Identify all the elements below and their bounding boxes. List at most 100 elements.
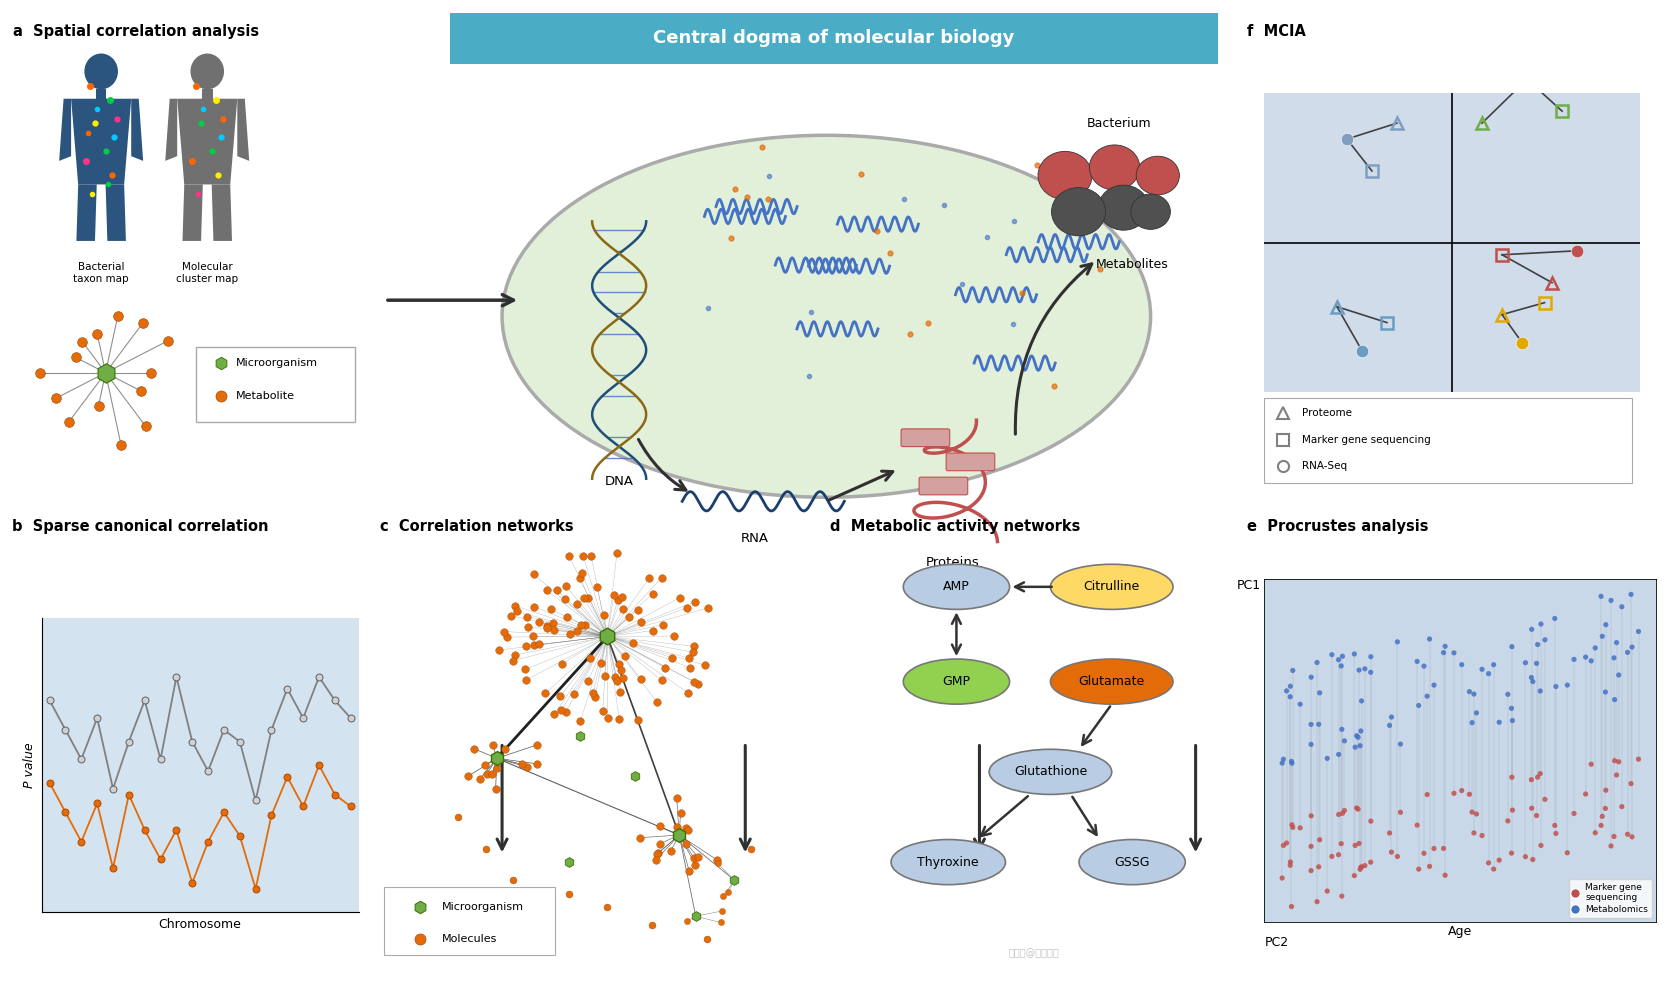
Point [1520, 674, 1546, 690]
Polygon shape [58, 99, 72, 161]
Point [1429, 841, 1456, 856]
Point [1460, 715, 1486, 731]
Circle shape [85, 54, 118, 89]
Point [1531, 632, 1558, 647]
Text: Molecules: Molecules [442, 934, 497, 944]
Point [1448, 783, 1475, 799]
Point [1495, 813, 1521, 829]
Ellipse shape [1051, 659, 1173, 704]
X-axis label: Chromosome: Chromosome [158, 918, 242, 931]
Point [1384, 634, 1411, 649]
Point [1591, 684, 1618, 699]
Circle shape [1089, 145, 1139, 190]
Text: Proteome: Proteome [1301, 408, 1351, 418]
Point [1329, 648, 1356, 664]
Text: Thyroxine: Thyroxine [917, 855, 979, 868]
Text: PC2: PC2 [1264, 936, 1288, 950]
Point [1590, 808, 1616, 824]
Point [1411, 846, 1438, 861]
Text: Molecular
cluster map: Molecular cluster map [177, 262, 239, 284]
Point [1581, 640, 1608, 655]
Point [1348, 693, 1374, 708]
Point [1306, 832, 1333, 848]
Point [1306, 859, 1333, 875]
Point [1318, 849, 1344, 864]
Point [1314, 883, 1341, 899]
Text: Metabolites: Metabolites [1096, 258, 1169, 271]
Point [1480, 861, 1506, 877]
Point [1441, 786, 1468, 801]
Point [1344, 730, 1371, 746]
Point [1598, 838, 1625, 853]
Point [1328, 836, 1354, 852]
Point [1348, 723, 1374, 739]
Text: Metabolite: Metabolite [235, 391, 295, 401]
Point [1601, 752, 1628, 768]
Text: Microorganism: Microorganism [442, 903, 524, 912]
X-axis label: Age: Age [1448, 925, 1473, 938]
Text: Microorganism: Microorganism [235, 358, 319, 368]
Point [1461, 687, 1488, 702]
Point [1561, 805, 1588, 821]
Point [1480, 657, 1506, 673]
Point [1431, 639, 1458, 654]
Point [1278, 679, 1304, 695]
Point [1528, 838, 1555, 853]
Point [1421, 677, 1448, 693]
Point [1618, 829, 1645, 845]
Point [1486, 852, 1513, 868]
Ellipse shape [1051, 564, 1173, 609]
Text: f  MCIA: f MCIA [1248, 25, 1306, 39]
Point [1346, 662, 1373, 678]
Point [1605, 667, 1631, 683]
Point [1588, 589, 1615, 604]
Point [1429, 645, 1456, 660]
Point [1298, 839, 1324, 854]
Point [1306, 685, 1333, 700]
Point [1528, 616, 1555, 632]
Text: DNA: DNA [605, 475, 634, 489]
Point [1591, 800, 1618, 816]
Point [1318, 646, 1344, 662]
Point [1578, 756, 1605, 772]
Point [1615, 826, 1641, 842]
Text: GSSG: GSSG [1114, 855, 1149, 868]
Point [1475, 855, 1501, 871]
Point [1414, 787, 1441, 802]
Point [1328, 721, 1354, 737]
Point [1388, 737, 1414, 752]
Point [1324, 847, 1351, 862]
Point [1269, 751, 1296, 767]
Point [1618, 640, 1645, 655]
Ellipse shape [891, 840, 1006, 885]
Point [1588, 817, 1615, 833]
Point [1601, 692, 1628, 707]
Point [1278, 899, 1304, 914]
Point [1326, 747, 1353, 762]
Point [1298, 737, 1324, 752]
Point [1531, 792, 1558, 807]
Point [1378, 845, 1404, 860]
Point [1541, 610, 1568, 626]
Point [1404, 817, 1431, 833]
Point [1298, 669, 1324, 685]
Text: a  Spatial correlation analysis: a Spatial correlation analysis [13, 25, 259, 39]
Point [1618, 776, 1645, 792]
Point [1346, 836, 1373, 852]
FancyBboxPatch shape [946, 453, 994, 471]
Point [1278, 857, 1304, 873]
Point [1448, 657, 1475, 673]
Point [1615, 645, 1641, 660]
Polygon shape [177, 99, 237, 184]
Point [1324, 651, 1351, 667]
Point [1456, 787, 1483, 802]
Point [1416, 858, 1443, 874]
Point [1279, 819, 1306, 835]
Point [1348, 859, 1374, 875]
Point [1441, 645, 1468, 661]
Polygon shape [182, 184, 203, 241]
Point [1406, 697, 1433, 713]
Point [1279, 817, 1306, 833]
Text: Marker gene sequencing: Marker gene sequencing [1301, 436, 1431, 445]
Polygon shape [72, 99, 132, 184]
